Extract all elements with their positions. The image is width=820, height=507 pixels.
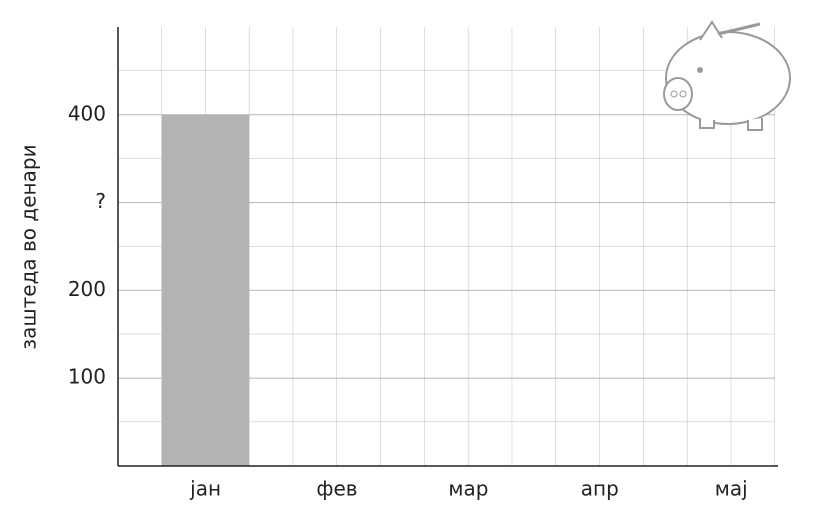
y-tick-label: ? bbox=[95, 189, 106, 213]
y-tick-label: 200 bbox=[68, 277, 106, 301]
x-tick-label: апр bbox=[581, 477, 619, 501]
y-tick-label: 100 bbox=[68, 365, 106, 389]
x-tick-label: мај bbox=[715, 477, 748, 501]
x-tick-label: фев bbox=[316, 477, 357, 501]
piggy-bank bbox=[663, 20, 791, 131]
x-tick-label: мар bbox=[448, 477, 488, 501]
bar bbox=[161, 114, 250, 467]
y-axis-title: заштеда во денари bbox=[17, 144, 41, 349]
x-tick-label: јан bbox=[189, 477, 221, 501]
y-tick-label: 400 bbox=[68, 101, 106, 125]
